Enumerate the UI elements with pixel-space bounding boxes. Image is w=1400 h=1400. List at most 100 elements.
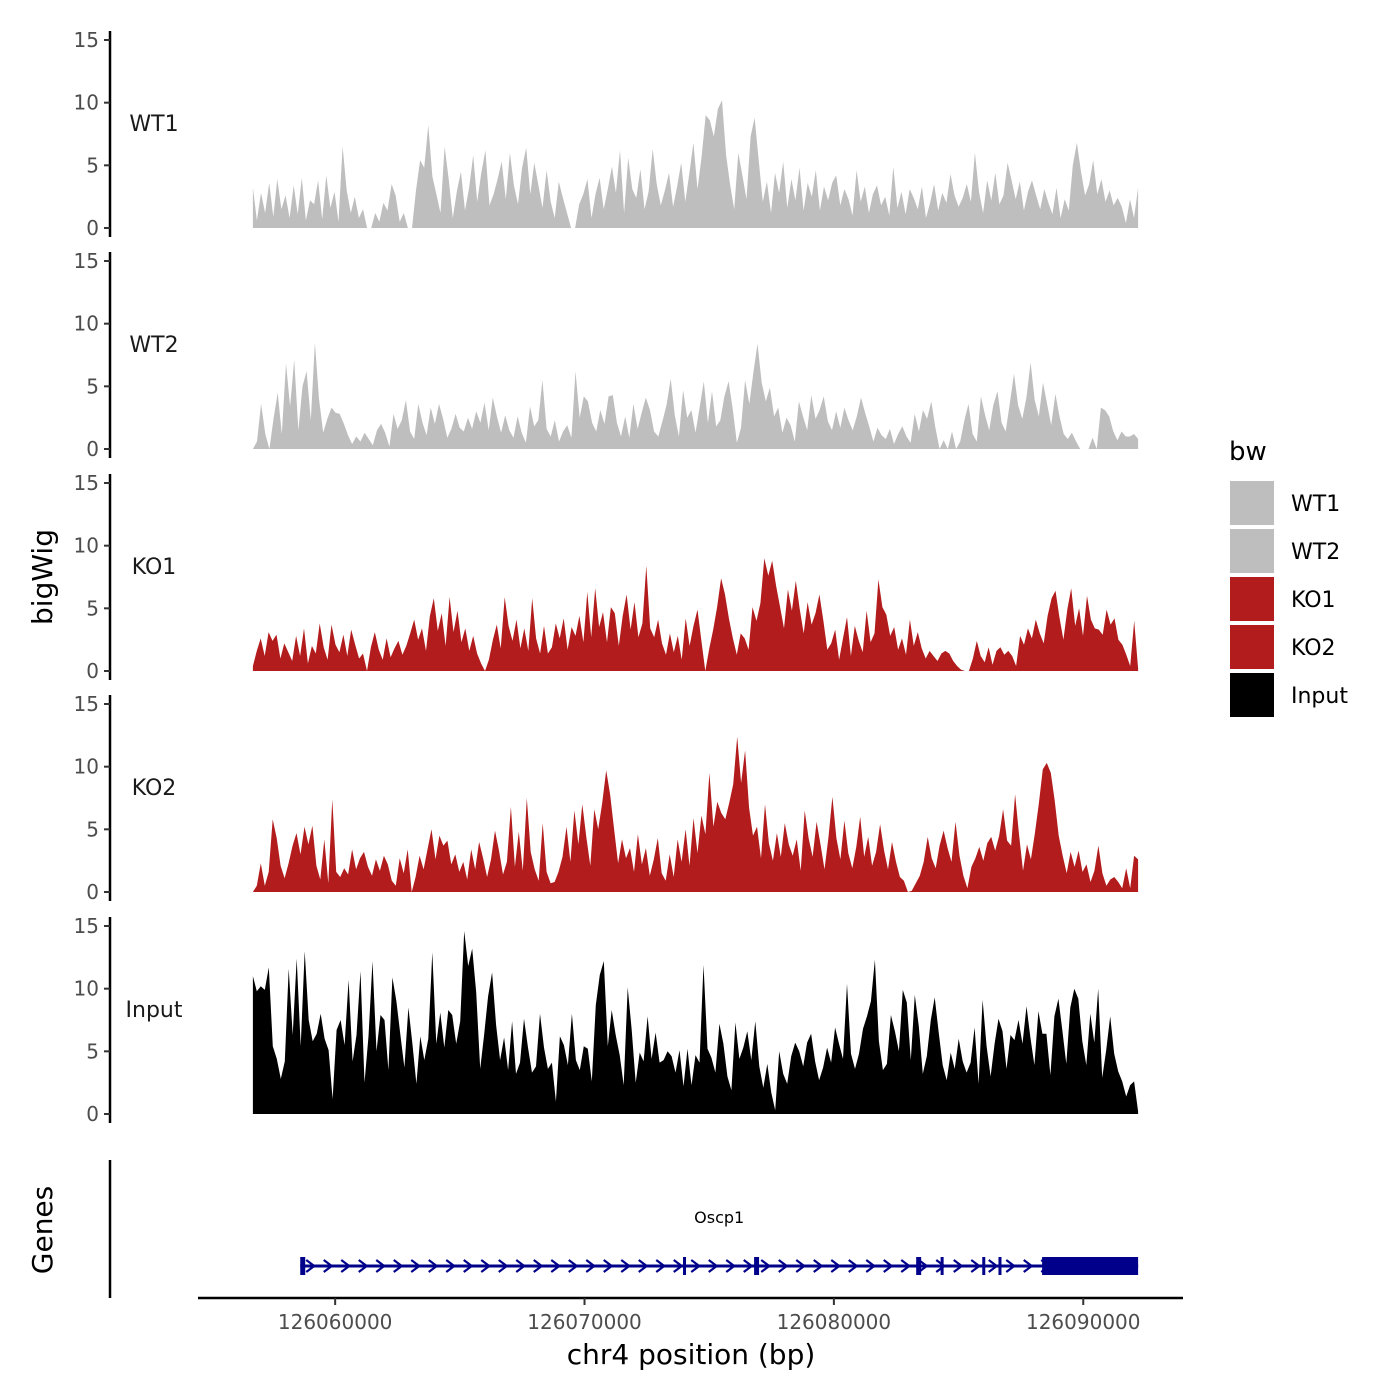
strand-arrow xyxy=(988,1259,999,1273)
legend-key-ko2 xyxy=(1228,623,1276,671)
track-wt2: 0 5 10 15 WT2 xyxy=(74,249,1139,461)
strand-arrow xyxy=(778,1259,789,1273)
signal-area-ko1 xyxy=(252,558,1139,671)
strand-arrow xyxy=(1023,1259,1034,1273)
strand-arrow xyxy=(655,1259,667,1273)
y-tick-label: 15 xyxy=(74,249,99,273)
y-tick-label: 10 xyxy=(74,534,99,558)
signal-area-input xyxy=(252,931,1139,1114)
strand-arrow xyxy=(498,1259,509,1273)
x-tick-label: 126090000 xyxy=(1026,1310,1141,1334)
legend: bw WT1 WT2 KO1 KO2 Input xyxy=(1228,437,1348,719)
y-tick-label: 10 xyxy=(74,977,99,1001)
track-ko1: 0 5 10 15 KO1 xyxy=(74,471,1139,683)
legend-label: KO1 xyxy=(1291,588,1336,613)
y-tick-label: 15 xyxy=(74,692,99,716)
x-axis-title: chr4 position (bp) xyxy=(567,1338,816,1371)
y-axis-title: bigWig xyxy=(26,529,59,625)
y-tick-label: 5 xyxy=(86,817,99,841)
strand-arrow xyxy=(515,1259,527,1273)
x-tick-label: 126080000 xyxy=(777,1310,892,1334)
strand-arrow xyxy=(673,1259,684,1273)
gene-exon xyxy=(998,1257,1002,1275)
strand-arrow xyxy=(550,1259,562,1273)
strand-arrow xyxy=(795,1259,807,1273)
y-tick-label: 15 xyxy=(74,28,99,52)
strand-arrow xyxy=(358,1259,369,1273)
strand-arrow xyxy=(743,1259,754,1273)
strand-arrow xyxy=(323,1259,334,1273)
y-tick-label: 0 xyxy=(86,216,99,240)
track-label: WT2 xyxy=(129,333,178,358)
strand-arrow xyxy=(760,1259,772,1273)
gene-exon xyxy=(683,1257,687,1275)
track-ko2: 0 5 10 15 KO2 xyxy=(74,692,1139,904)
track-label: KO2 xyxy=(132,776,177,801)
legend-label: Input xyxy=(1291,684,1348,709)
gene-track: Genes Oscp1 xyxy=(26,1160,1139,1298)
strand-arrow xyxy=(865,1259,877,1273)
bigwig-tracks: 0 5 10 15 WT1 0 5 10 15 WT2 0 5 10 15 KO1 0 5 10 15 KO2 0 5 10… xyxy=(74,28,1139,1126)
y-tick-label: 15 xyxy=(74,471,99,495)
legend-key-input xyxy=(1228,671,1276,719)
gene-exon xyxy=(300,1257,306,1275)
track-wt1: 0 5 10 15 WT1 xyxy=(74,28,1139,240)
track-input: 0 5 10 15 Input xyxy=(74,914,1139,1126)
strand-arrow xyxy=(883,1259,894,1273)
strand-arrow xyxy=(918,1259,929,1273)
gene-exon xyxy=(1042,1257,1139,1275)
strand-arrow xyxy=(603,1259,614,1273)
strand-arrow xyxy=(585,1259,597,1273)
x-tick-label: 126070000 xyxy=(527,1310,642,1334)
strand-arrow xyxy=(375,1259,387,1273)
strand-arrow xyxy=(568,1259,579,1273)
track-label: WT1 xyxy=(129,112,178,137)
strand-arrow xyxy=(620,1259,632,1273)
strand-arrow xyxy=(305,1259,317,1273)
track-label: KO1 xyxy=(132,555,177,580)
y-tick-label: 15 xyxy=(74,914,99,938)
y-tick-label: 5 xyxy=(86,1039,99,1063)
strand-arrow xyxy=(445,1259,457,1273)
legend-label: WT2 xyxy=(1291,540,1340,565)
y-tick-label: 0 xyxy=(86,880,99,904)
signal-area-ko2 xyxy=(252,736,1139,892)
strand-arrow xyxy=(725,1259,737,1273)
legend-label: WT1 xyxy=(1291,492,1340,517)
strand-arrow xyxy=(463,1259,474,1273)
gene-exon xyxy=(940,1257,944,1275)
strand-arrow xyxy=(410,1259,422,1273)
strand-arrow xyxy=(708,1259,719,1273)
track-label: Input xyxy=(126,998,183,1023)
strand-arrow xyxy=(638,1259,649,1273)
x-tick-label: 126060000 xyxy=(278,1310,393,1334)
signal-area-wt2 xyxy=(252,342,1139,449)
legend-label: KO2 xyxy=(1291,636,1336,661)
strand-arrow xyxy=(340,1259,352,1273)
strand-arrow xyxy=(953,1259,964,1273)
strand-arrow xyxy=(533,1259,544,1273)
gene-oscp1: Oscp1 xyxy=(300,1208,1139,1275)
y-tick-label: 0 xyxy=(86,437,99,461)
y-tick-label: 10 xyxy=(74,91,99,115)
y-tick-label: 0 xyxy=(86,1102,99,1126)
strand-arrow xyxy=(900,1259,912,1273)
y-tick-label: 10 xyxy=(74,755,99,779)
y-tick-label: 10 xyxy=(74,312,99,336)
legend-key-wt1 xyxy=(1228,479,1276,527)
strand-arrow xyxy=(970,1259,982,1273)
strand-arrow xyxy=(1005,1259,1017,1273)
gene-exon xyxy=(982,1257,986,1275)
signal-area-wt1 xyxy=(252,100,1139,228)
gene-exon xyxy=(916,1257,922,1275)
x-axis: 126060000 126070000 126080000 126090000 xyxy=(198,1296,1183,1334)
strand-arrow xyxy=(848,1259,859,1273)
gene-track-title: Genes xyxy=(26,1186,59,1274)
y-tick-label: 0 xyxy=(86,659,99,683)
legend-key-wt2 xyxy=(1228,527,1276,575)
y-tick-label: 5 xyxy=(86,374,99,398)
gene-exon xyxy=(754,1257,760,1275)
strand-arrow xyxy=(428,1259,439,1273)
legend-key-ko1 xyxy=(1228,575,1276,623)
